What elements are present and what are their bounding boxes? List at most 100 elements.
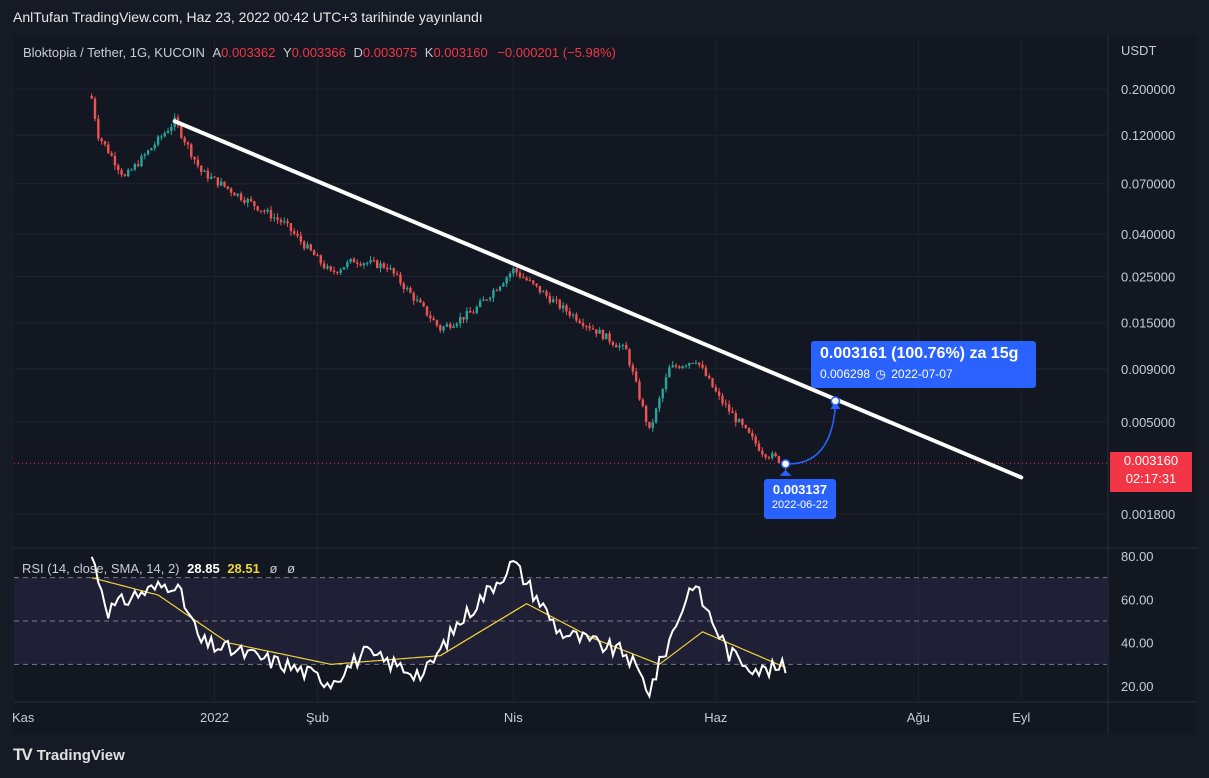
candle[interactable] [160,134,163,141]
candle[interactable] [283,217,286,225]
candle[interactable] [183,135,186,146]
candle[interactable] [674,363,678,369]
candle[interactable] [236,193,239,198]
candle[interactable] [352,257,356,263]
candle[interactable] [329,265,332,272]
candle[interactable] [113,151,117,170]
candle[interactable] [644,404,648,427]
candle[interactable] [117,163,120,175]
candle[interactable] [389,264,392,271]
candle[interactable] [429,311,432,323]
candle[interactable] [445,321,449,328]
candle[interactable] [495,288,498,292]
candle[interactable] [392,267,395,277]
candle[interactable] [405,285,409,292]
candle[interactable] [694,360,698,365]
candle[interactable] [542,289,545,293]
candle[interactable] [535,283,538,288]
candle[interactable] [528,277,532,282]
candle[interactable] [455,322,459,329]
candle[interactable] [571,312,575,319]
candle[interactable] [615,342,618,348]
candle[interactable] [216,177,220,189]
candle[interactable] [711,377,714,388]
candle[interactable] [472,309,475,314]
candle[interactable] [200,165,203,176]
candle[interactable] [522,273,525,279]
candle[interactable] [296,230,299,239]
candle[interactable] [532,280,535,286]
candle[interactable] [459,312,462,328]
candle[interactable] [362,262,366,269]
candle[interactable] [263,209,266,215]
candle[interactable] [648,421,651,430]
candle[interactable] [558,298,561,311]
candle[interactable] [678,365,681,370]
candle[interactable] [714,384,718,393]
candle[interactable] [409,286,412,294]
candle[interactable] [518,269,522,279]
candle[interactable] [492,287,495,303]
candle[interactable] [538,285,542,295]
candle[interactable] [143,152,146,160]
candle[interactable] [382,261,386,270]
candle[interactable] [717,388,721,400]
candle[interactable] [326,263,329,271]
candle[interactable] [166,127,170,134]
candle[interactable] [621,343,625,350]
candle[interactable] [203,169,206,173]
candle[interactable] [93,96,97,122]
candle[interactable] [110,150,113,157]
candle[interactable] [432,316,435,321]
candle[interactable] [611,340,615,348]
candle[interactable] [246,197,249,208]
candle[interactable] [243,196,246,205]
candle[interactable] [163,131,166,138]
candle[interactable] [731,407,734,414]
candle[interactable] [299,231,303,246]
candle[interactable] [575,312,578,323]
candle[interactable] [475,305,478,315]
projection-callout[interactable]: 0.003161 (100.76%) za 15g 0.006298 ◷ 202… [811,341,1036,388]
candle[interactable] [425,306,429,317]
candle[interactable] [259,210,263,214]
candle[interactable] [342,266,346,270]
candle[interactable] [449,321,452,330]
candle[interactable] [691,362,694,364]
candle[interactable] [103,140,107,147]
footer-brand[interactable]: TV TradingView [13,745,125,765]
candle[interactable] [253,200,256,211]
candle[interactable] [681,365,684,369]
candle[interactable] [186,141,190,149]
candle[interactable] [462,317,465,324]
candle[interactable] [107,141,110,154]
candle[interactable] [588,322,591,332]
candle[interactable] [439,324,442,333]
candle[interactable] [721,392,724,407]
candle[interactable] [276,213,279,224]
candle[interactable] [223,181,226,188]
candle[interactable] [551,296,555,303]
candle[interactable] [485,298,488,302]
candle[interactable] [767,455,771,460]
candle[interactable] [356,259,359,268]
candle[interactable] [508,271,512,282]
candle[interactable] [210,172,213,180]
candle[interactable] [376,259,379,269]
candle[interactable] [206,167,210,182]
candle[interactable] [671,360,674,368]
candle[interactable] [153,141,156,152]
candle[interactable] [727,400,731,415]
candle[interactable] [751,429,754,441]
candle[interactable] [100,137,103,145]
candle[interactable] [193,156,196,165]
candle[interactable] [213,175,216,178]
candle[interactable] [465,307,469,323]
candle[interactable] [319,254,322,267]
candle[interactable] [412,291,415,305]
candle[interactable] [140,153,143,168]
candle[interactable] [269,206,273,222]
candle[interactable] [482,296,485,301]
candle[interactable] [133,162,137,172]
candle[interactable] [170,123,173,135]
